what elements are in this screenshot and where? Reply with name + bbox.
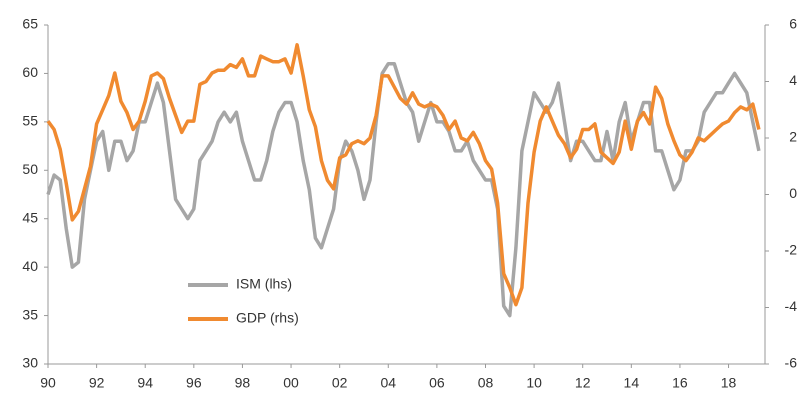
x-tick-label: 94 [137,375,153,391]
x-tick-label: 08 [478,375,494,391]
x-tick-label: 98 [235,375,251,391]
y2-tick-label: -2 [785,242,798,258]
x-tick-label: 12 [575,375,591,391]
y-tick-label: 50 [22,161,38,177]
x-tick-label: 00 [283,375,299,391]
y-tick-label: 35 [22,306,38,322]
legend-label: GDP (rhs) [236,310,299,326]
x-tick-label: 10 [526,375,542,391]
y-tick-label: 40 [22,258,38,274]
y-tick-label: 30 [22,355,38,371]
x-tick-label: 02 [332,375,348,391]
y2-tick-label: -6 [785,355,798,371]
y-tick-label: 65 [22,16,38,32]
y2-tick-label: -4 [785,298,798,314]
y2-tick-label: 6 [789,16,797,32]
x-tick-label: 90 [40,375,56,391]
y2-tick-label: 2 [789,129,797,145]
x-tick-label: 04 [380,375,396,391]
series-line [46,61,761,318]
x-tick-label: 92 [89,375,105,391]
x-tick-label: 18 [721,375,737,391]
y-tick-label: 45 [22,209,38,225]
x-tick-label: 96 [186,375,202,391]
series-line [46,43,761,307]
y-tick-label: 60 [22,64,38,80]
legend-label: ISM (lhs) [236,276,292,292]
y-tick-label: 55 [22,113,38,129]
x-tick-label: 14 [624,375,640,391]
y2-tick-label: 0 [789,185,797,201]
y2-tick-label: 4 [789,72,797,88]
x-tick-label: 16 [672,375,688,391]
x-tick-label: 06 [429,375,445,391]
